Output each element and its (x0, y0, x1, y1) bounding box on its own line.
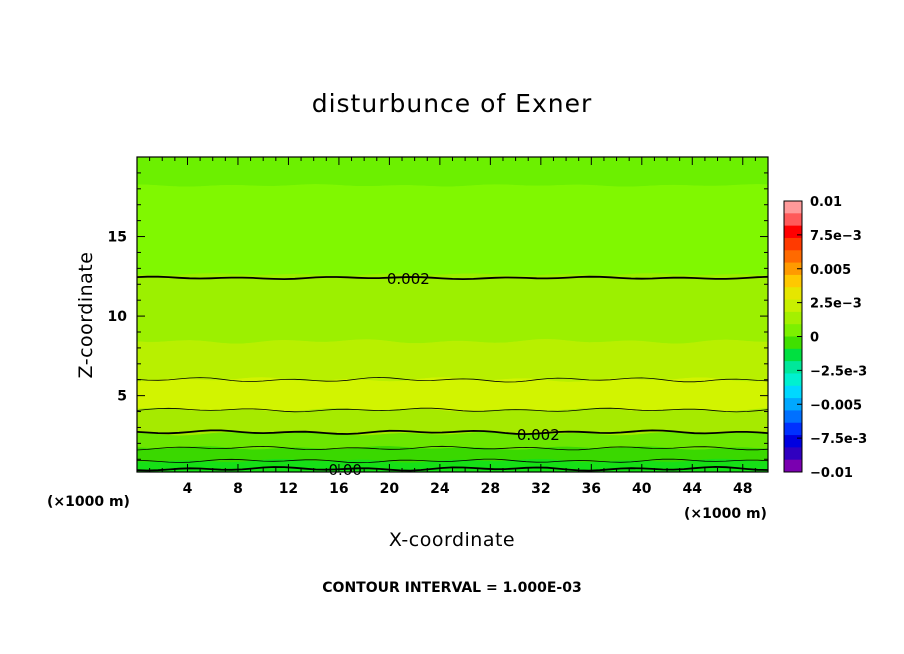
contour-label: 0.002 (387, 270, 430, 288)
colorbar-label: 0.005 (810, 263, 851, 278)
x-tick-label: 44 (683, 481, 703, 497)
contour-label: 0.00 (329, 461, 362, 479)
colorbar-swatch (784, 262, 802, 276)
y-axis-label: Z-coordinate (75, 252, 97, 379)
colorbar-swatch (784, 324, 802, 337)
x-tick-label: 36 (582, 481, 601, 497)
colorbar-label: 2.5e−3 (810, 297, 862, 312)
colorbar-swatch (784, 422, 802, 436)
colorbar-swatch (784, 250, 802, 263)
contour-line (136, 376, 769, 383)
x-tick-label: 8 (233, 481, 243, 497)
x-unit-label-left: (×1000 m) (47, 494, 130, 510)
field-band (136, 431, 769, 451)
contour-line (136, 458, 769, 464)
x-tick-label: 24 (430, 481, 450, 497)
contour-line (136, 275, 769, 281)
y-tick-label: 5 (117, 389, 127, 405)
x-tick-label: 16 (329, 481, 348, 497)
colorbar-label: −0.005 (810, 398, 862, 413)
y-tick-label: 15 (108, 230, 127, 246)
colorbar-label: −7.5e-3 (810, 432, 867, 447)
colorbar-label: 0 (810, 331, 819, 346)
x-tick-label: 48 (733, 481, 752, 497)
colorbar-swatch (784, 459, 802, 473)
x-tick-label: 4 (183, 481, 193, 497)
colorbar-swatch (784, 373, 802, 387)
contour-line (136, 429, 769, 436)
colorbar-label: 7.5e−3 (810, 229, 862, 244)
colorbar-label: −2.5e-3 (810, 364, 867, 379)
colorbar-label: 0.01 (810, 195, 842, 210)
x-axis-label: X-coordinate (389, 529, 515, 551)
x-tick-label: 12 (279, 481, 298, 497)
x-tick-label: 28 (481, 481, 500, 497)
colorbar-swatch (784, 311, 802, 325)
field-band (136, 156, 769, 188)
colorbar-swatch (784, 348, 802, 362)
field-band (136, 377, 769, 413)
chart-title: disturbunce of Exner (312, 89, 593, 118)
colorbar-swatch (784, 237, 802, 251)
y-tick-label: 10 (108, 309, 128, 325)
x-tick-label: 40 (632, 481, 652, 497)
colorbar-swatch (784, 410, 802, 424)
colorbar-swatch (784, 225, 802, 239)
x-tick-label: 20 (380, 481, 400, 497)
colorbar-swatch (784, 336, 802, 350)
colorbar-swatch (784, 385, 802, 399)
x-tick-label: 32 (531, 481, 550, 497)
colorbar-swatch (784, 213, 802, 227)
field-band (136, 273, 769, 345)
colorbar-swatch (784, 361, 802, 374)
x-unit-label-right: (×1000 m) (684, 506, 767, 522)
colorbar-swatch (784, 274, 802, 288)
field-band (136, 338, 769, 383)
contour-line (136, 407, 769, 413)
contour-label: 0.002 (517, 426, 560, 444)
colorbar-swatch (784, 435, 802, 448)
contour-line (136, 465, 769, 472)
colorbar-swatch (784, 201, 802, 214)
contour-line (136, 445, 769, 451)
colorbar-swatch (784, 398, 802, 411)
contour-interval-note: CONTOUR INTERVAL = 1.000E-03 (322, 580, 581, 596)
colorbar-swatch (784, 299, 802, 313)
colorbar-swatch (784, 287, 802, 300)
colorbar-swatch (784, 447, 802, 461)
colorbar-label: −0.01 (810, 466, 853, 481)
colorbar: 0.01 7.5e−3 0.005 2.5e−3 0 −2.5e-3 −0.005 −7.5e… (783, 195, 867, 481)
field-band (136, 184, 769, 277)
